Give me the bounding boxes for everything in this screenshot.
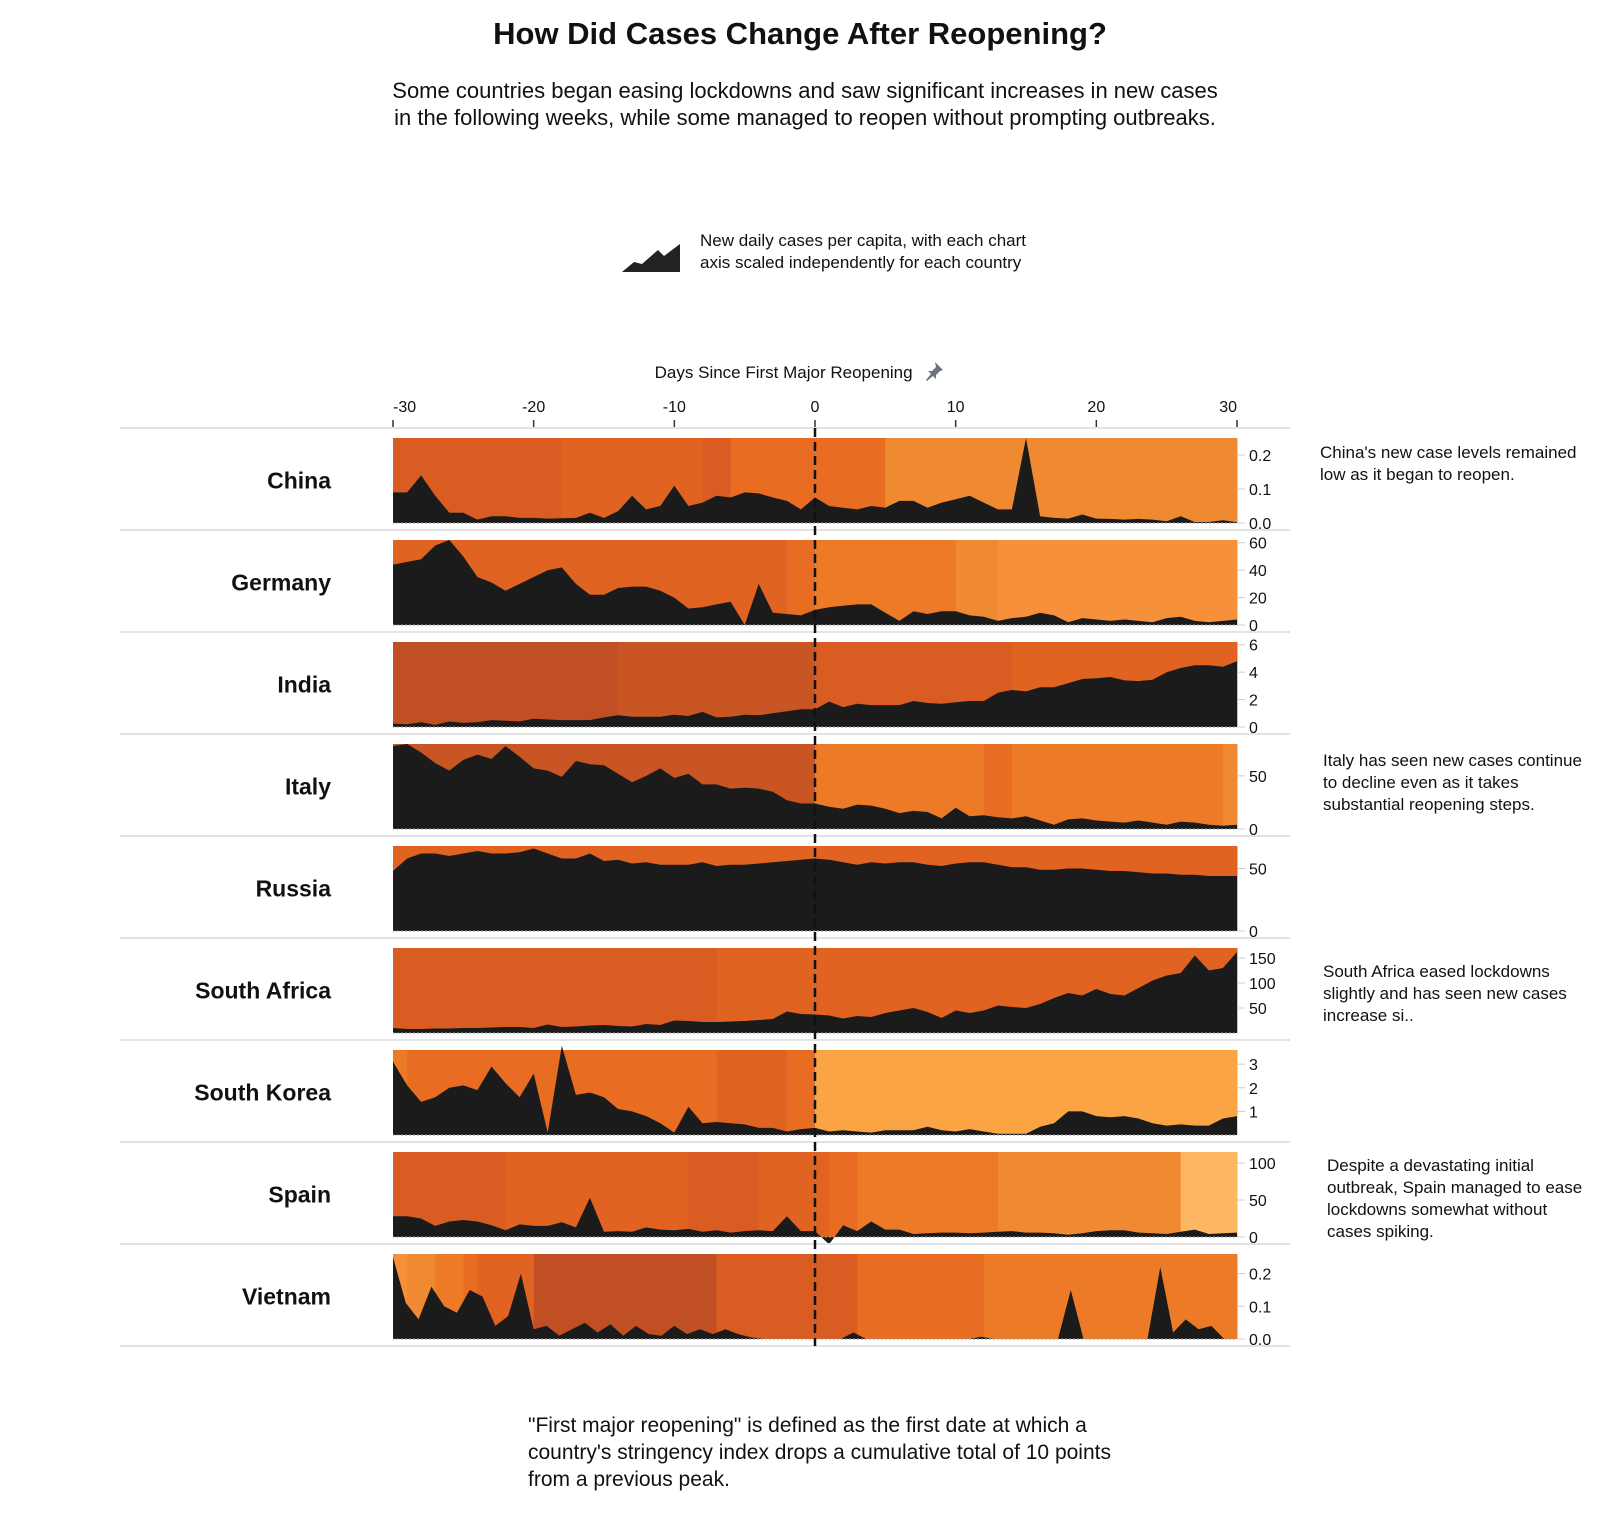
stringency-band — [829, 1152, 858, 1237]
stringency-band — [716, 1254, 858, 1339]
y-tick-label: 100 — [1249, 976, 1276, 993]
cases-area-south-africa — [393, 952, 1237, 1033]
stringency-band — [786, 1050, 816, 1135]
x-tick-label: -20 — [522, 399, 545, 416]
y-tick-label: 20 — [1249, 591, 1267, 608]
chart-subtitle: Some countries began easing lockdowns an… — [392, 78, 1218, 130]
cases-area-russia — [393, 848, 1237, 931]
x-tick-label: 0 — [811, 399, 820, 416]
y-tick-label: 50 — [1249, 862, 1267, 879]
y-tick-label: 40 — [1249, 563, 1267, 580]
y-tick-label: 0 — [1249, 720, 1258, 737]
y-tick-label: 0.0 — [1249, 1332, 1271, 1349]
y-tick-label: 2 — [1249, 693, 1258, 710]
stringency-band — [393, 642, 619, 727]
y-tick-label: 0 — [1249, 618, 1258, 635]
country-label: South Korea — [194, 1080, 331, 1106]
x-axis-title-text: Days Since First Major Reopening — [654, 363, 913, 382]
cases-area-india — [393, 661, 1237, 727]
stringency-band — [857, 1254, 985, 1339]
stringency-band — [758, 1152, 830, 1237]
country-label: Germany — [231, 570, 331, 596]
y-tick-label: 4 — [1249, 665, 1258, 682]
cases-area-south-korea — [393, 1045, 1237, 1135]
y-tick-label: 60 — [1249, 536, 1267, 553]
annotation-spain: Despite a devastating initial outbreak, … — [1327, 1156, 1583, 1241]
stringency-band — [815, 1050, 1238, 1135]
y-tick-label: 6 — [1249, 638, 1258, 655]
x-tick-label: 30 — [1219, 399, 1237, 416]
y-tick-label: 0.2 — [1249, 1267, 1271, 1284]
footnote: "First major reopening" is defined as th… — [528, 1414, 1111, 1491]
cases-area-spain — [393, 1197, 1237, 1245]
y-tick-label: 50 — [1249, 1001, 1267, 1018]
legend-text: New daily cases per capita, with each ch… — [700, 231, 1026, 272]
country-label: India — [277, 672, 331, 698]
stringency-band — [393, 948, 718, 1033]
annotation-italy: Italy has seen new cases continue to dec… — [1323, 751, 1582, 814]
country-label: Italy — [285, 774, 331, 800]
y-tick-label: 0.1 — [1249, 482, 1271, 499]
stringency-band — [786, 540, 816, 625]
x-tick-label: -10 — [663, 399, 686, 416]
cases-area-china — [393, 438, 1237, 523]
y-tick-label: 0.1 — [1249, 1299, 1271, 1316]
y-tick-label: 0 — [1249, 1230, 1258, 1247]
y-tick-label: 0 — [1249, 924, 1258, 941]
pin-icon[interactable] — [923, 361, 945, 381]
y-tick-label: 3 — [1249, 1057, 1258, 1074]
x-tick-label: 10 — [947, 399, 965, 416]
y-tick-label: 0.2 — [1249, 448, 1271, 465]
annotation-china: China's new case levels remained low as … — [1320, 443, 1577, 484]
cases-area-vietnam — [393, 1257, 1237, 1339]
stringency-band — [1180, 1152, 1238, 1237]
y-tick-label: 0.0 — [1249, 516, 1271, 533]
y-tick-label: 100 — [1249, 1156, 1276, 1173]
stringency-band — [983, 1254, 1238, 1339]
y-tick-label: 0 — [1249, 822, 1258, 839]
stringency-band — [1222, 744, 1238, 829]
cases-area-italy — [393, 744, 1237, 829]
stringency-band — [688, 1152, 760, 1237]
y-tick-label: 50 — [1249, 1193, 1267, 1210]
stringency-band — [618, 1152, 689, 1237]
y-tick-label: 1 — [1249, 1104, 1258, 1121]
stringency-band — [955, 540, 999, 625]
chart-title: How Did Cases Change After Reopening? — [493, 16, 1107, 51]
cases-area-germany — [393, 540, 1237, 625]
country-label: China — [267, 468, 331, 494]
country-label: Spain — [268, 1182, 331, 1208]
stringency-band — [997, 540, 1238, 625]
area-chart-icon — [622, 244, 680, 272]
country-label: Vietnam — [242, 1284, 331, 1310]
stringency-band — [1011, 744, 1224, 829]
y-tick-label: 150 — [1249, 951, 1276, 968]
stringency-band — [716, 1050, 788, 1135]
y-tick-label: 50 — [1249, 769, 1267, 786]
legend: New daily cases per capita, with each ch… — [620, 230, 1040, 300]
annotation-south-africa: South Africa eased lockdowns slightly an… — [1323, 962, 1567, 1025]
country-label: South Africa — [195, 978, 331, 1004]
y-tick-label: 2 — [1249, 1081, 1258, 1098]
stringency-band — [997, 1152, 1182, 1237]
stringency-band — [857, 1152, 999, 1237]
x-tick-label: -30 — [393, 399, 416, 416]
x-axis-title: Days Since First Major Reopening — [560, 361, 1040, 383]
stringency-band — [533, 1254, 718, 1339]
x-tick-label: 20 — [1087, 399, 1105, 416]
stringency-band — [983, 744, 1013, 829]
country-label: Russia — [256, 876, 332, 902]
